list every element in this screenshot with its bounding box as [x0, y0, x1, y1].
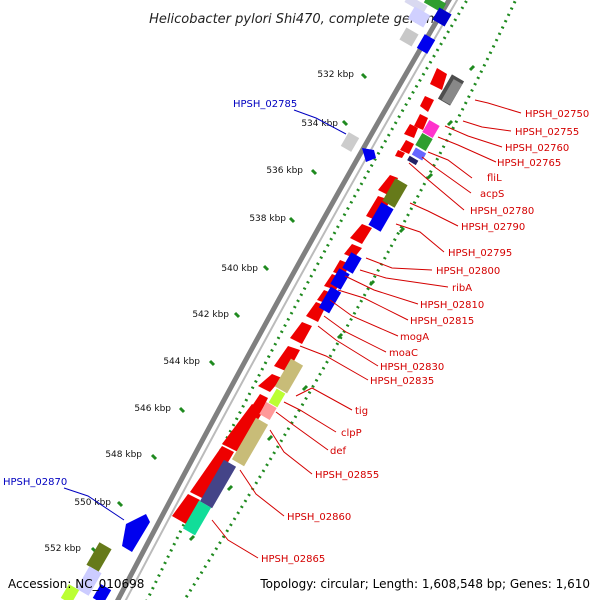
- kbp-label: 552 kbp: [44, 544, 81, 554]
- kbp-ticks: [90, 72, 368, 554]
- gene-label: HPSH_02785: [233, 99, 297, 110]
- kbp-label: 540 kbp: [221, 264, 258, 274]
- kbp-label: 546 kbp: [134, 404, 171, 414]
- gene-label: HPSH_02860: [287, 512, 351, 523]
- gene-label: HPSH_02780: [470, 206, 534, 217]
- genome-backbone-shadow: [124, 0, 459, 600]
- genome-backbone: [115, 0, 452, 600]
- gene-label: fliL: [487, 173, 502, 184]
- gene-label: HPSH_02810: [420, 300, 484, 311]
- kbp-label: 550 kbp: [74, 498, 111, 508]
- topology-label: Topology: circular; Length: 1,608,548 bp…: [259, 577, 590, 591]
- gene-label: acpS: [480, 189, 504, 200]
- gene-label: HPSH_02870: [3, 477, 67, 488]
- gene-label: HPSH_02795: [448, 248, 512, 259]
- gene-label: HPSH_02800: [436, 266, 500, 277]
- reverse-strand-genes: [172, 68, 447, 524]
- kbp-labels: 532 kbp 534 kbp 536 kbp 538 kbp 540 kbp …: [44, 70, 354, 554]
- kbp-label: 542 kbp: [192, 310, 229, 320]
- accession-label: Accession: NC_010698: [8, 577, 144, 591]
- inner-ticks: [188, 64, 476, 542]
- gene-labels-blue: HPSH_02785 HPSH_02870: [3, 99, 297, 488]
- kbp-label: 534 kbp: [301, 119, 338, 129]
- label-connectors: [211, 99, 522, 559]
- gene-label: HPSH_02865: [261, 554, 325, 565]
- kbp-label: 544 kbp: [163, 357, 200, 367]
- gene-label: ribA: [452, 283, 472, 294]
- gene-label: mogA: [400, 332, 429, 343]
- gene-label: HPSH_02765: [497, 158, 561, 169]
- kbp-label: 538 kbp: [249, 214, 286, 224]
- gene-label: moaC: [389, 348, 418, 359]
- gene-label: HPSH_02790: [461, 222, 525, 233]
- gene-label: HPSH_02760: [505, 143, 569, 154]
- gene-label: HPSH_02755: [515, 127, 579, 138]
- kbp-label: 532 kbp: [317, 70, 354, 80]
- kbp-label: 548 kbp: [105, 450, 142, 460]
- gene-label: tig: [355, 406, 368, 417]
- gene-label: def: [330, 446, 347, 457]
- blue-connectors: [63, 109, 347, 521]
- gene-label: HPSH_02830: [380, 362, 444, 373]
- gene-label: HPSH_02750: [525, 109, 589, 120]
- gene-label: HPSH_02855: [315, 470, 379, 481]
- gene-label: HPSH_02835: [370, 376, 434, 387]
- gene-label: clpP: [341, 428, 362, 439]
- forward-strand-genes: [60, 74, 465, 600]
- gene-labels: HPSH_02750 HPSH_02755 HPSH_02760 HPSH_02…: [261, 109, 589, 565]
- top-partial-features: [399, 0, 452, 54]
- map-title: Helicobacter pylori Shi470, complete gen…: [149, 12, 447, 27]
- gene-label: HPSH_02815: [410, 316, 474, 327]
- kbp-label: 536 kbp: [266, 166, 303, 176]
